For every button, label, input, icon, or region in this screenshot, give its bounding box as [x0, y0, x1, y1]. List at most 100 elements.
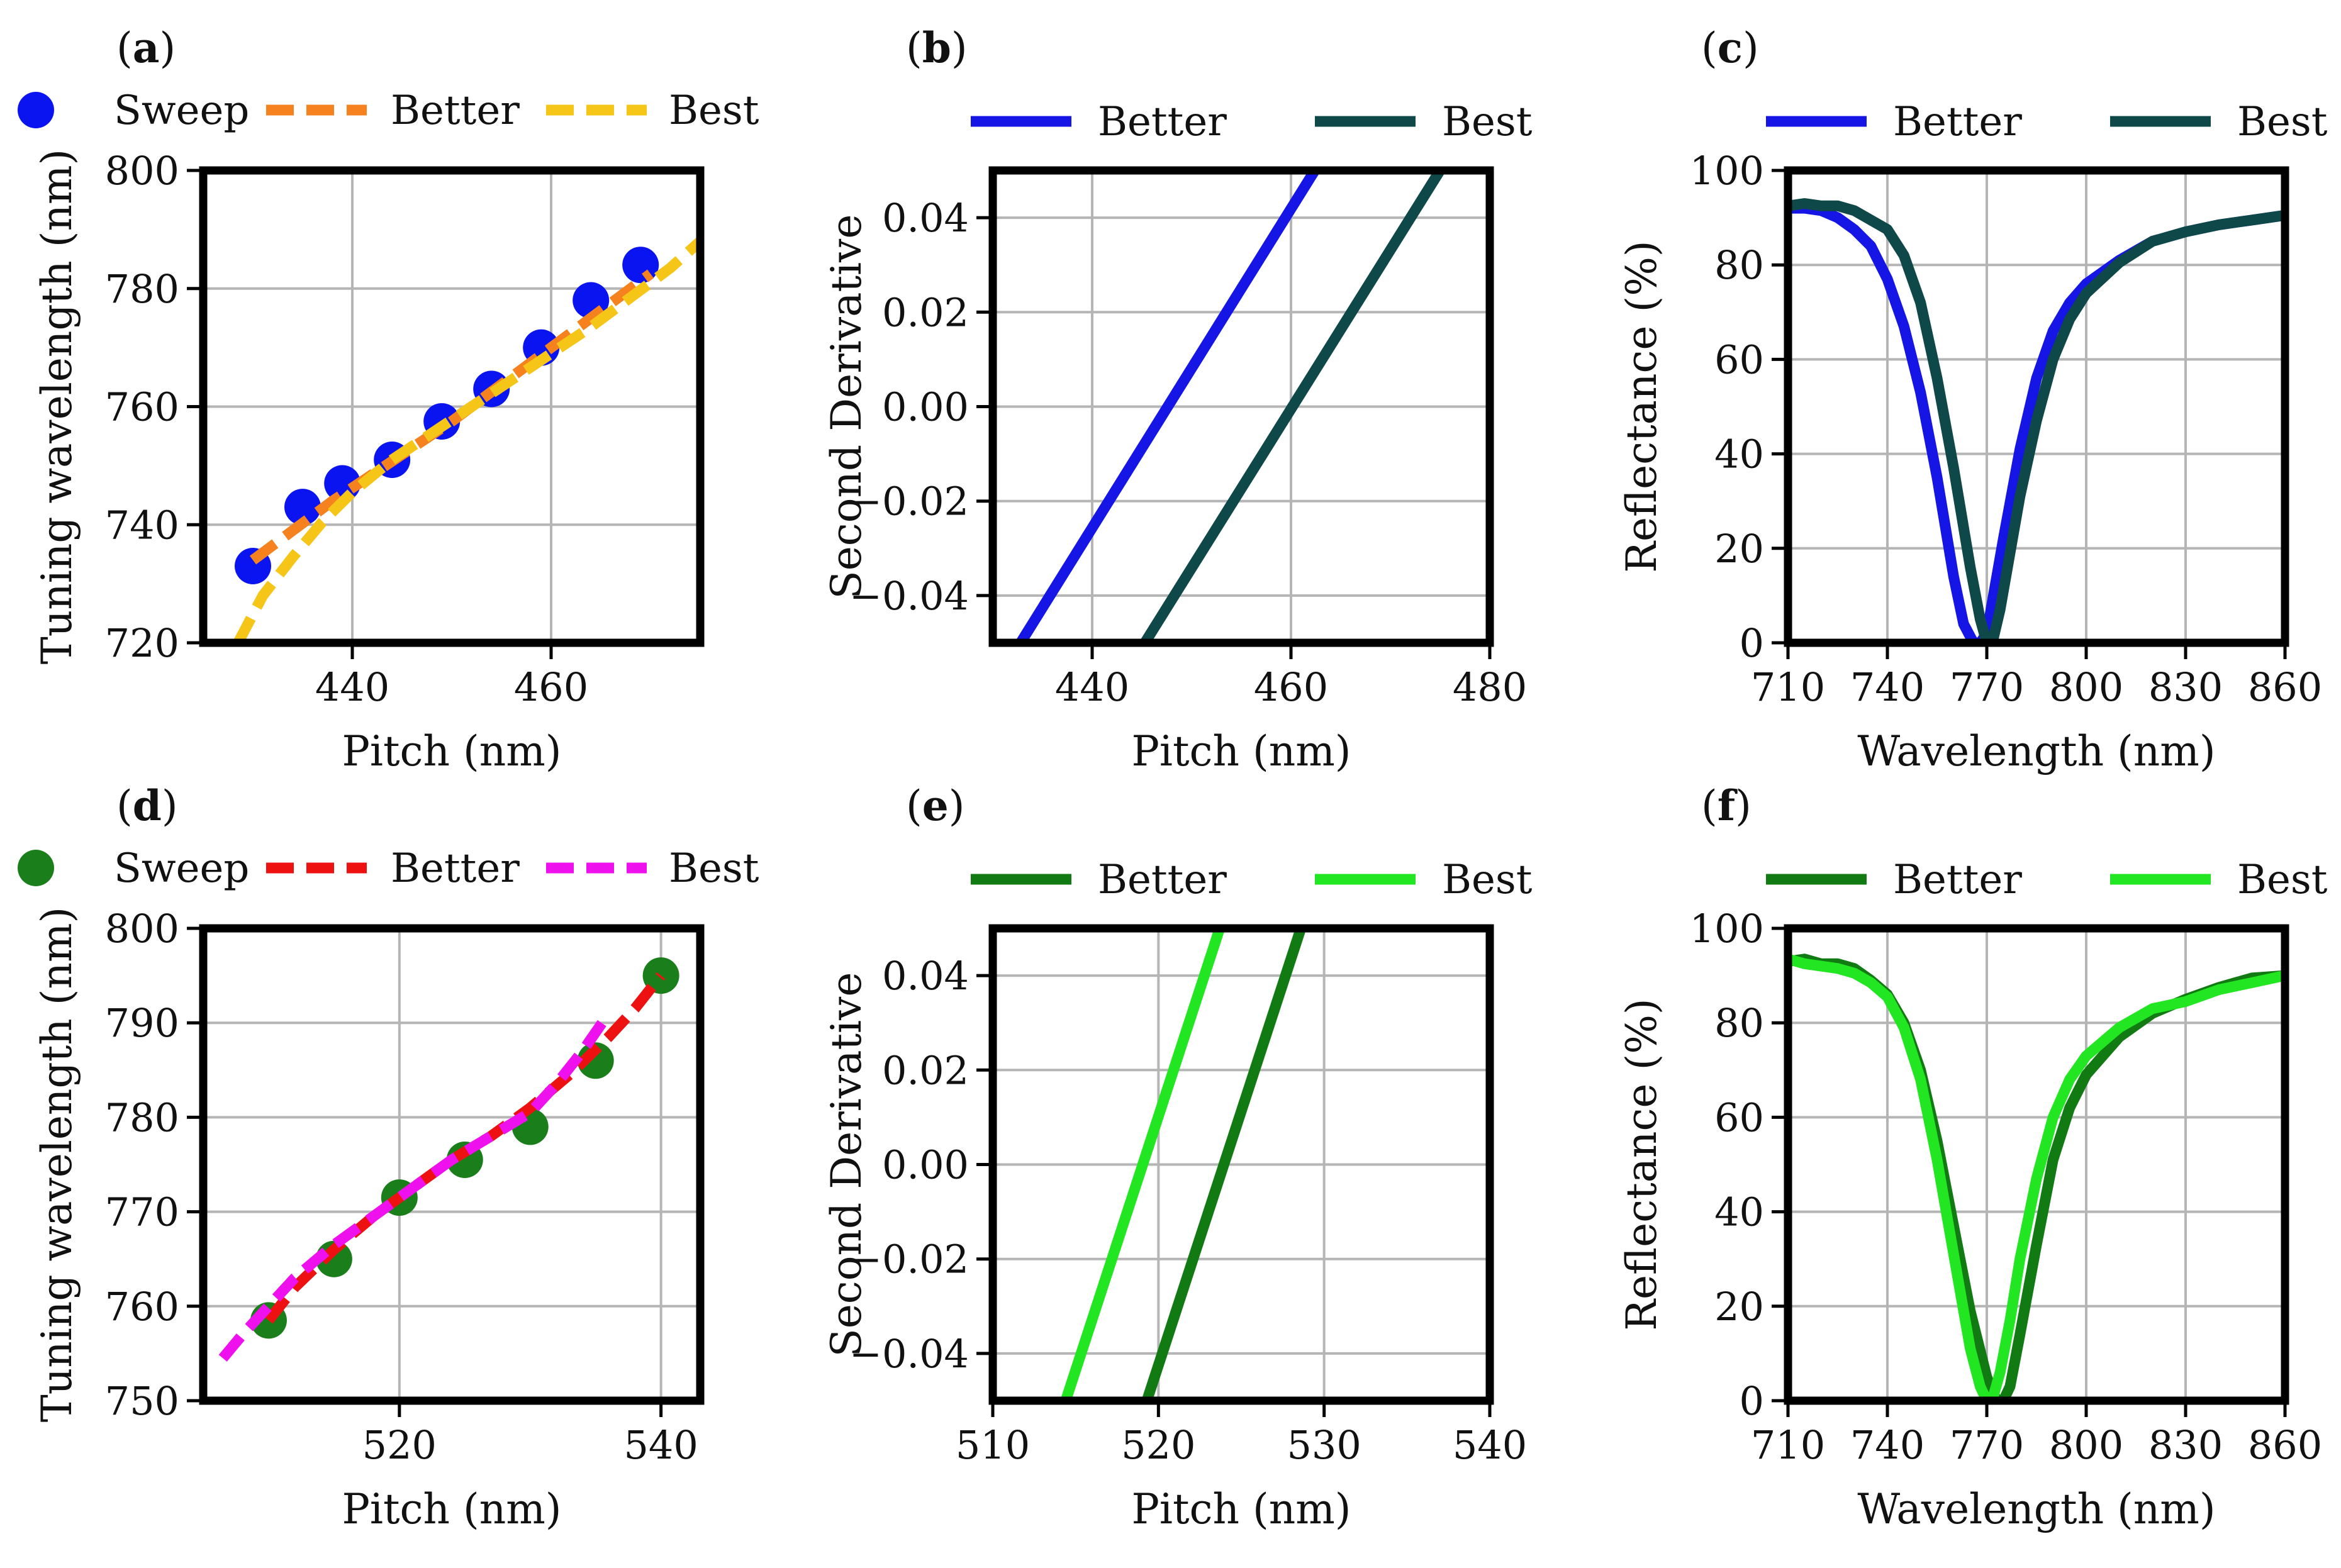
plot-area-a	[233, 237, 700, 643]
axes-frame	[199, 924, 705, 1405]
panel-c: 710 740 770 800 830 860 0 20 40 60 80 100 Wavelength…	[1617, 23, 2328, 776]
legend-b: Better Best	[971, 99, 1533, 145]
y-tick-label: 60	[1714, 1094, 1764, 1140]
y-tick-label: 40	[1714, 1189, 1764, 1235]
y-tick-label: 740	[105, 502, 179, 548]
y-tick-label: 40	[1714, 431, 1764, 477]
x-tick-label: 830	[2148, 664, 2223, 710]
legend-marker-sweep	[18, 92, 54, 128]
y-tick-label: 0	[1740, 1378, 1764, 1424]
y-tick-label: 20	[1714, 1284, 1764, 1330]
y-tick-label: 0.02	[882, 289, 969, 335]
y-tick-label: 0	[1740, 620, 1764, 666]
y-tick-label: 0.02	[882, 1047, 969, 1093]
y-tick-label: 720	[105, 620, 179, 666]
panel-label: (b)	[906, 23, 968, 72]
y-tick-label: 0.04	[882, 195, 969, 241]
panel-label: (e)	[906, 781, 965, 830]
y-axis-label: Reflectance (%)	[1617, 240, 1666, 572]
y-tick-label: 0.00	[882, 384, 969, 430]
x-tick-label: 440	[315, 664, 389, 710]
y-tick-label: 60	[1714, 336, 1764, 382]
legend-label-better: Better	[1098, 857, 1227, 903]
panel-label: (a)	[116, 23, 176, 72]
legend-marker-sweep	[18, 850, 54, 886]
plot-area-d	[218, 957, 679, 1362]
panel-a: 440 460 720 740 760 780 800 Pitch (nm) Tuning wa…	[18, 23, 759, 776]
axes-frame	[1784, 924, 2289, 1405]
y-tick-label: 760	[105, 1284, 179, 1330]
panel-b: 440 460 480 −0.04 −0.02 0.00 0.02 0.04 Pitch (nm…	[822, 23, 1533, 776]
y-tick-label: 100	[1690, 148, 1764, 194]
legend-a: Sweep Better Best	[18, 87, 759, 134]
x-tick-label: 740	[1850, 664, 1925, 710]
legend-label-better: Better	[1098, 99, 1227, 145]
legend-label-best: Best	[669, 845, 759, 892]
legend-label-best: Best	[2237, 99, 2328, 145]
x-tick-label: 740	[1850, 1422, 1925, 1468]
x-axis-label: Pitch (nm)	[1131, 727, 1351, 776]
y-tick-label: 100	[1690, 906, 1764, 952]
x-tick-label: 520	[362, 1422, 437, 1468]
axes-frame	[988, 166, 1494, 647]
legend-label-better: Better	[1893, 857, 2022, 903]
y-tick-label: 800	[105, 906, 179, 952]
y-axis-label: Reflectance (%)	[1617, 998, 1666, 1330]
y-tick-label: 760	[105, 384, 179, 430]
y-tick-label: −0.04	[849, 1331, 969, 1377]
y-axis-label: Second Derivative	[822, 972, 871, 1357]
x-tick-label: 860	[2248, 1422, 2322, 1468]
y-tick-label: 770	[105, 1189, 179, 1235]
legend-label-best: Best	[669, 87, 759, 134]
x-axis-label: Pitch (nm)	[342, 1485, 561, 1533]
x-tick-label: 460	[514, 664, 588, 710]
data-point-sweep-1	[315, 1240, 352, 1277]
legend-label-best: Best	[1442, 857, 1533, 903]
x-tick-label: 830	[2148, 1422, 2223, 1468]
y-tick-label: −0.02	[849, 479, 969, 525]
y-tick-label: 80	[1714, 242, 1764, 288]
legend-e: Better Best	[971, 857, 1533, 903]
y-axis-label: Second Derivative	[822, 214, 871, 599]
panel-label: (f)	[1701, 781, 1752, 830]
y-tick-label: 80	[1714, 1000, 1764, 1046]
data-point-sweep-1	[284, 489, 321, 526]
x-tick-label: 540	[1453, 1422, 1527, 1468]
x-tick-label: 540	[623, 1422, 698, 1468]
x-tick-label: 800	[2049, 664, 2123, 710]
panel-f: 710 740 770 800 830 860 0 20 40 60 80 100 Wavelength…	[1617, 781, 2328, 1533]
x-tick-label: 530	[1287, 1422, 1361, 1468]
y-tick-label: 20	[1714, 526, 1764, 572]
y-tick-label: 0.04	[882, 953, 969, 999]
x-tick-label: 860	[2248, 664, 2322, 710]
series-line-better	[1141, 928, 1306, 1401]
series-line-best	[1140, 170, 1445, 643]
legend-label-sweep: Sweep	[114, 87, 249, 134]
y-axis-label: Tuning wavelength (nm)	[33, 907, 81, 1423]
legend-d: Sweep Better Best	[18, 845, 759, 892]
series-line-best	[1060, 928, 1225, 1401]
plot-area-b	[1015, 170, 1445, 643]
x-tick-label: 480	[1453, 664, 1527, 710]
x-tick-label: 440	[1055, 664, 1129, 710]
series-line-better	[249, 269, 654, 565]
x-axis-label: Wavelength (nm)	[1857, 1485, 2215, 1533]
x-tick-label: 800	[2049, 1422, 2123, 1468]
x-tick-label: 460	[1254, 664, 1328, 710]
series-line-best	[218, 1010, 613, 1362]
series-line-better	[1015, 170, 1320, 643]
y-tick-label: 780	[105, 266, 179, 312]
x-axis-label: Pitch (nm)	[342, 727, 561, 776]
data-point-sweep-6	[642, 957, 679, 994]
x-tick-label: 770	[1950, 664, 2024, 710]
x-axis-label: Wavelength (nm)	[1857, 727, 2215, 776]
panel-d: 520 540 750 760 770 780 790 800 Pitch (nm) Tuning…	[18, 781, 759, 1533]
legend-label-better: Better	[1893, 99, 2022, 145]
x-axis-label: Pitch (nm)	[1131, 1485, 1351, 1533]
panel-label: (c)	[1701, 23, 1759, 72]
x-tick-label: 510	[956, 1422, 1030, 1468]
y-tick-label: 750	[105, 1378, 179, 1424]
x-tick-label: 710	[1751, 1422, 1825, 1468]
panel-e: 510 520 530 540 −0.04 −0.02 0.00 0.02 0.04 Pitch …	[822, 781, 1533, 1533]
